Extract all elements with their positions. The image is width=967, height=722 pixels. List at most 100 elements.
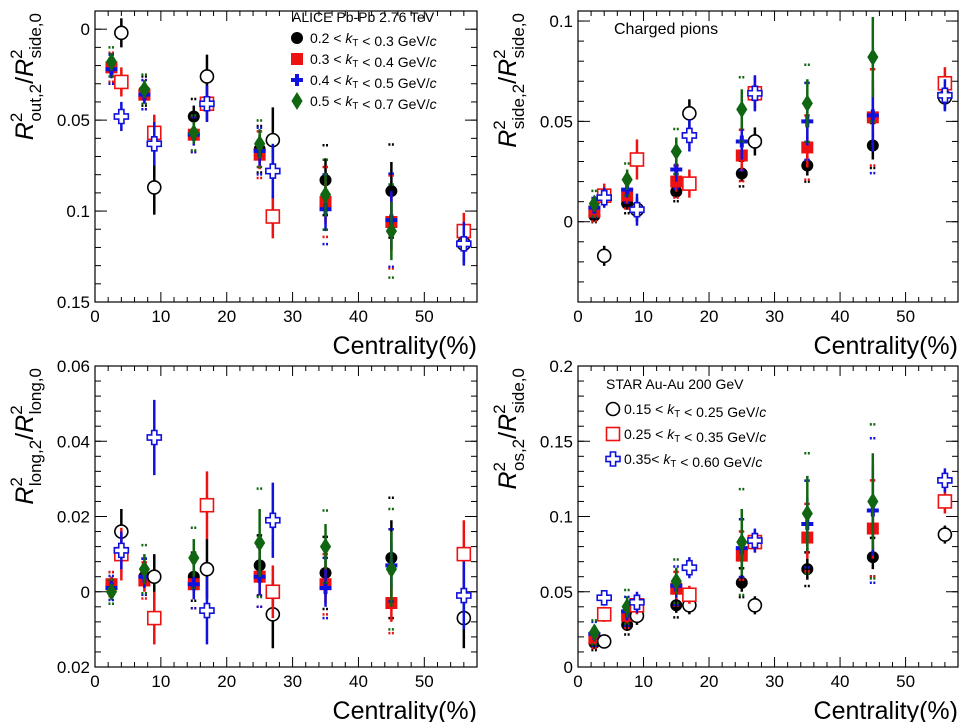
data-point: [681, 127, 698, 144]
series-alice-3: [105, 46, 397, 279]
legend-entry: 0.3 < kT < 0.4 GeV/c: [310, 51, 437, 70]
data-point: [146, 610, 162, 626]
legend-entry: 0.4 < kT < 0.5 GeV/c: [310, 72, 437, 91]
data-point: [629, 152, 645, 167]
data-point: [801, 504, 813, 523]
data-point: [146, 569, 162, 585]
y-tick-label: 0: [564, 658, 573, 677]
data-point: [265, 512, 281, 529]
data-point: [596, 589, 613, 606]
data-point: [736, 100, 748, 119]
x-tick-label: 10: [151, 307, 170, 326]
legend-header: STAR Au-Au 200 GeV: [606, 376, 744, 392]
legend-entry: 0.25 < kT < 0.35 GeV/c: [624, 426, 766, 445]
data-point: [629, 201, 645, 218]
data-point: [937, 472, 953, 489]
x-tick-label: 30: [765, 672, 784, 691]
data-point: [188, 123, 200, 142]
data-point: [735, 135, 748, 148]
series-alice-1: [588, 67, 879, 223]
legend-marker: [291, 92, 303, 110]
x-tick-label: 50: [896, 672, 915, 691]
x-tick-label: 40: [349, 672, 368, 691]
series-star-2: [113, 85, 472, 266]
y-tick-label: 0.02: [57, 508, 90, 527]
series-star-0: [114, 508, 472, 649]
data-point: [682, 106, 697, 121]
x-tick-label: 0: [573, 307, 582, 326]
y-axis-label: R2side,2/R2side,0: [490, 13, 528, 148]
data-point: [937, 494, 953, 509]
data-point: [621, 170, 633, 189]
y-tick-label: 0.02: [57, 658, 90, 677]
y-tick-label: 0.2: [549, 357, 573, 376]
x-axis-label: Centrality(%): [333, 332, 477, 360]
data-point: [681, 559, 698, 576]
data-point: [265, 209, 281, 224]
data-point: [319, 581, 332, 594]
x-tick-label: 10: [634, 672, 653, 691]
plot-frame: [577, 10, 959, 303]
series-star-2: [113, 399, 472, 645]
x-axis-label: Centrality(%): [814, 697, 958, 722]
x-tick-label: 0: [90, 307, 99, 326]
series-star-2: [596, 468, 953, 613]
data-point: [937, 87, 953, 104]
series-star-2: [596, 75, 953, 226]
data-point: [319, 537, 332, 556]
x-tick-label: 10: [634, 307, 653, 326]
x-axis-label: Centrality(%): [333, 697, 477, 722]
data-point: [456, 236, 472, 252]
y-tick-label: 0.15: [540, 432, 573, 451]
data-point: [735, 576, 748, 589]
data-point: [747, 85, 763, 102]
y-tick-label: 0.04: [57, 432, 90, 451]
data-point: [801, 94, 813, 113]
x-tick-label: 20: [217, 672, 236, 691]
data-point: [113, 108, 130, 125]
legend-entry: 0.2 < kT < 0.3 GeV/c: [310, 30, 437, 49]
x-tick-label: 0: [90, 672, 99, 691]
series-star-1: [596, 489, 953, 622]
data-point: [596, 248, 612, 264]
data-point: [682, 587, 697, 603]
data-point: [747, 597, 763, 613]
data-point: [265, 584, 281, 600]
x-tick-label: 50: [896, 307, 915, 326]
data-point: [105, 582, 118, 601]
x-tick-label: 50: [415, 307, 434, 326]
series-star-0: [596, 85, 953, 266]
panel-long: 0 10 20 30 40 500.0200.020.040.06Centrality(%…: [7, 357, 478, 722]
data-point: [866, 109, 879, 122]
x-tick-label: 40: [831, 307, 850, 326]
x-tick-label: 0: [573, 672, 582, 691]
series-alice-3: [105, 487, 397, 631]
data-point: [254, 533, 266, 552]
data-point: [456, 587, 472, 604]
legend-marker: [605, 426, 621, 442]
data-point: [146, 180, 162, 195]
legend-marker: [605, 451, 621, 467]
data-point: [199, 602, 215, 619]
x-tick-label: 20: [700, 307, 719, 326]
data-point: [747, 134, 763, 149]
legend: ALICE Pb-Pb 2.76 TeV 0.2 < kT < 0.3 GeV/c…: [291, 9, 437, 112]
data-point: [670, 572, 682, 591]
y-axis-label: R2out,2/R2side,0: [7, 13, 45, 140]
y-tick-label: 0.06: [57, 357, 90, 376]
data-point: [629, 594, 645, 611]
data-point: [596, 634, 612, 649]
data-point: [265, 163, 281, 179]
legend-entry: 0.35< kT < 0.60 GeV/c: [624, 451, 762, 470]
panel-out: 0 10 20 30 40 50 0 0.05 0.1 0.15 Centrality(%) R2ou…: [7, 9, 478, 360]
legend-entry: 0.5 < kT < 0.7 GeV/c: [310, 93, 437, 112]
y-tick-label: 0.1: [549, 508, 573, 527]
x-tick-label: 30: [765, 307, 784, 326]
data-point: [385, 222, 397, 241]
data-point: [199, 95, 215, 112]
y-tick-label: 0.15: [57, 293, 90, 312]
x-tick-label: 20: [700, 672, 719, 691]
x-tick-label: 10: [151, 672, 170, 691]
data-point: [319, 185, 332, 204]
